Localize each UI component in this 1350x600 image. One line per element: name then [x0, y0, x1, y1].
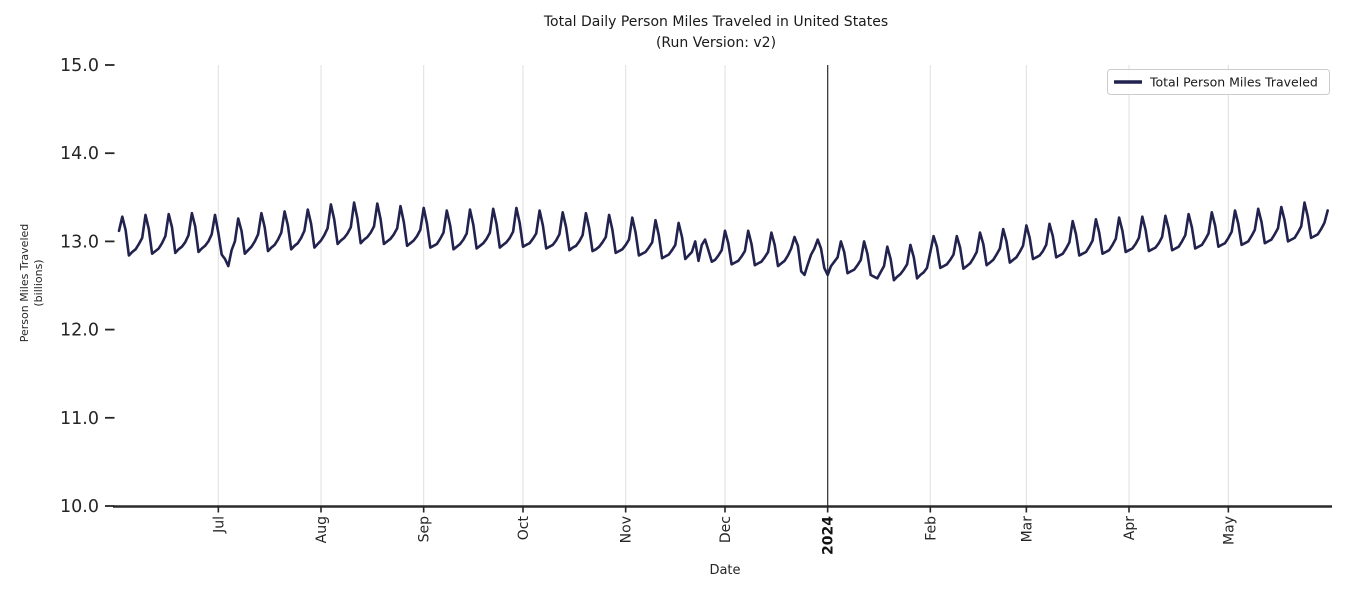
tick-labels-layer: Jul Aug Sep Oct Nov Dec 2024 Feb Mar Apr May 10.0 11…: [60, 56, 1237, 555]
y-tick-label: 10.0: [60, 497, 99, 517]
legend: Total Person Miles Traveled: [1107, 69, 1330, 95]
y-axis-label-line2: (billions): [32, 259, 45, 306]
x-tick-label: Jul: [211, 516, 227, 534]
x-tick-label: Aug: [314, 516, 330, 543]
y-tick-label: 15.0: [60, 56, 99, 76]
x-tick-label: 2024: [821, 516, 837, 555]
chart-title: Total Daily Person Miles Traveled in Uni…: [543, 14, 888, 30]
x-tick-label: Mar: [1019, 516, 1035, 543]
x-tick-label: Apr: [1122, 516, 1138, 540]
x-tick-label: Sep: [417, 516, 433, 543]
y-tick-label: 14.0: [60, 144, 99, 164]
x-tick-label: Dec: [718, 516, 734, 543]
chart-subtitle: (Run Version: v2): [656, 35, 776, 51]
x-tick-label: Nov: [619, 516, 635, 543]
x-axis-label: Date: [709, 563, 740, 578]
ticks-layer: [105, 64, 1230, 513]
y-tick-label: 11.0: [60, 409, 99, 429]
x-tick-label: Oct: [516, 516, 532, 541]
y-tick-label: 13.0: [60, 232, 99, 252]
gridlines-layer: [217, 65, 1229, 506]
legend-box: [1107, 69, 1330, 95]
y-axis-label-line1: Person Miles Traveled: [18, 224, 31, 343]
x-tick-label: Feb: [923, 516, 939, 541]
y-tick-label: 12.0: [60, 321, 99, 341]
data-line: [117, 201, 1329, 282]
legend-label: Total Person Miles Traveled: [1149, 75, 1318, 90]
x-tick-label: May: [1221, 516, 1237, 545]
